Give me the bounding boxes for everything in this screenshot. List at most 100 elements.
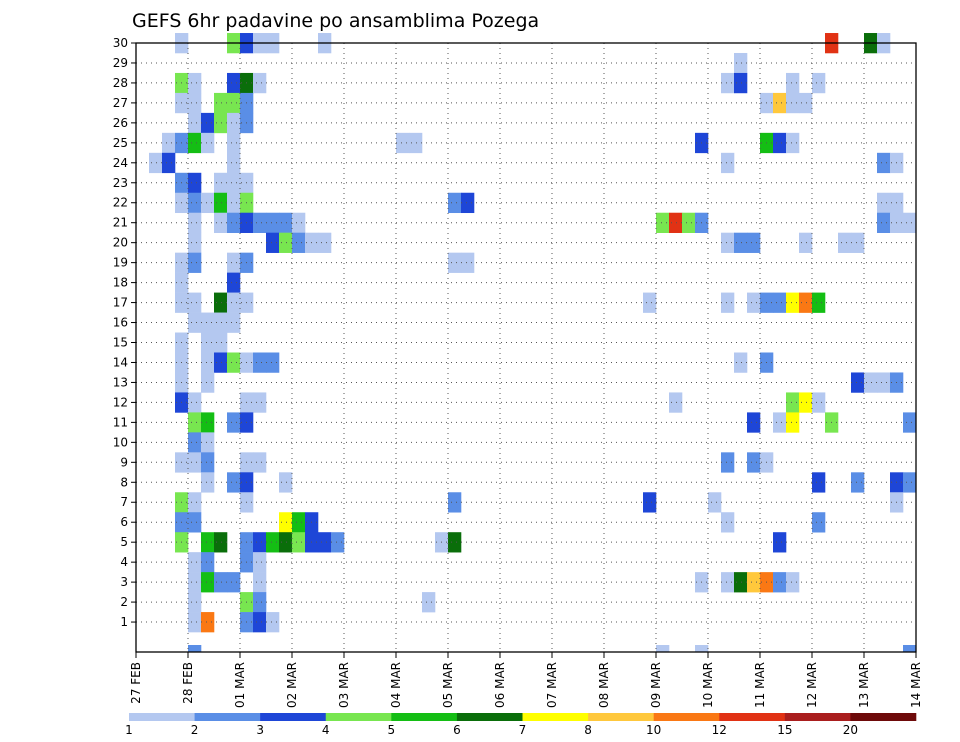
heatmap-cell (188, 72, 202, 94)
heatmap-cell (227, 472, 241, 493)
heatmap-cell (214, 332, 228, 353)
heatmap-cell (214, 92, 228, 114)
heatmap-cell (188, 392, 202, 413)
heatmap-cell (331, 532, 345, 553)
legend-swatch (784, 713, 851, 721)
heatmap-cell (773, 572, 787, 593)
heatmap-cell (279, 512, 293, 533)
x-tick-label: 04 MAR (389, 662, 403, 708)
heatmap-cell (851, 232, 865, 253)
heatmap-cell (279, 532, 293, 553)
heatmap-cell (877, 152, 891, 174)
legend-label: 2 (191, 723, 199, 737)
legend-swatch (194, 713, 261, 721)
heatmap-cell (851, 472, 865, 493)
y-tick-label: 2 (120, 595, 128, 609)
heatmap-cell (734, 572, 748, 593)
y-tick-label: 13 (113, 375, 128, 389)
heatmap-cell (227, 312, 241, 333)
y-tick-label: 1 (120, 615, 128, 629)
heatmap-cell (812, 292, 826, 313)
y-tick-label: 3 (120, 575, 128, 589)
y-tick-label: 22 (113, 196, 128, 210)
heatmap-cell (734, 72, 748, 94)
heatmap-cell (812, 472, 826, 493)
heatmap-cell (734, 52, 748, 74)
legend-label: 4 (322, 723, 330, 737)
heatmap-cell (162, 132, 176, 154)
heatmap-cell (253, 612, 267, 633)
legend-swatch (391, 713, 458, 721)
heatmap-cell (253, 72, 267, 94)
legend-label: 3 (256, 723, 264, 737)
x-tick-label: 05 MAR (441, 662, 455, 708)
heatmap-cell (214, 212, 228, 233)
heatmap-cell (201, 192, 215, 214)
heatmap-cell (253, 552, 267, 573)
heatmap-cell (201, 352, 215, 373)
heatmap-cell (188, 292, 202, 313)
heatmap-cell (877, 212, 891, 233)
heatmap-cell (227, 132, 241, 154)
heatmap-cell (201, 312, 215, 333)
heatmap-cell (188, 592, 202, 613)
x-tick-label: 02 MAR (285, 662, 299, 708)
color-legend: 1 2 3 4 5 6 7 8 10 12 15 20 (125, 713, 917, 737)
heatmap-cell (799, 392, 813, 413)
y-tick-label: 14 (113, 355, 128, 369)
heatmap-cell (188, 645, 202, 653)
legend-label: 8 (584, 723, 592, 737)
heatmap-cell (188, 212, 202, 233)
heatmap-cell (448, 532, 462, 553)
heatmap-cell (266, 352, 280, 373)
heatmap-cell (292, 532, 306, 553)
heatmap-cell (786, 72, 800, 94)
heatmap-cell (214, 532, 228, 553)
heatmap-cell (799, 92, 813, 114)
heatmap-cell (253, 532, 267, 553)
x-tick-label: 10 MAR (701, 662, 715, 708)
heatmap-cell (461, 192, 475, 214)
heatmap-cell (188, 172, 202, 194)
chart-title: GEFS 6hr padavine po ansamblima Pozega (132, 10, 539, 32)
heatmap-cell (227, 112, 241, 134)
heatmap-cell (214, 352, 228, 373)
heatmap-cell (214, 172, 228, 194)
heatmap-cell (253, 392, 267, 413)
heatmap-cell (214, 292, 228, 313)
legend-swatch (260, 713, 327, 721)
legend-label: 7 (519, 723, 527, 737)
heatmap-cell (188, 432, 202, 453)
heatmap-cell (253, 452, 267, 473)
heatmap-cell (318, 232, 332, 253)
y-tick-label: 16 (113, 316, 128, 330)
heatmap-cell (292, 232, 306, 253)
heatmap-cell (266, 612, 280, 633)
heatmap-cell (721, 72, 735, 94)
heatmap-cells (149, 33, 917, 653)
legend-label: 10 (646, 723, 661, 737)
y-tick-label: 27 (113, 96, 128, 110)
y-tick-label: 17 (113, 296, 128, 310)
heatmap-cell (227, 92, 241, 114)
heatmap-cell (188, 312, 202, 333)
y-tick-label: 5 (120, 535, 128, 549)
heatmap-cell (461, 252, 475, 273)
x-tick-label: 13 MAR (857, 662, 871, 708)
heatmap-cell (773, 292, 787, 313)
legend-swatch (588, 713, 654, 721)
heatmap-cell (786, 392, 800, 413)
heatmap-cell (422, 592, 436, 613)
heatmap-cell (786, 92, 800, 114)
heatmap-cell (253, 212, 267, 233)
heatmap-cell (188, 192, 202, 214)
y-tick-label: 30 (113, 36, 128, 50)
legend-swatch (653, 713, 720, 721)
heatmap-cell (188, 612, 202, 633)
heatmap-cell (201, 412, 215, 433)
heatmap-cell (409, 132, 423, 154)
heatmap-cell (227, 152, 241, 174)
heatmap-cell (747, 572, 761, 593)
heatmap-cell (214, 312, 228, 333)
